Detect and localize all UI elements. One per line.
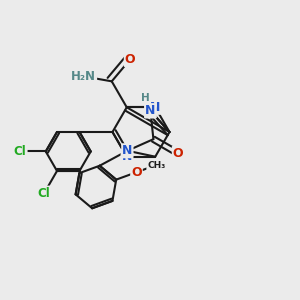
Text: N: N [145, 104, 156, 117]
Text: Cl: Cl [38, 187, 51, 200]
Text: CH₃: CH₃ [147, 160, 165, 169]
Text: O: O [125, 53, 135, 66]
Text: N: N [145, 104, 156, 117]
Text: H: H [141, 94, 149, 103]
Text: H₂N: H₂N [71, 70, 96, 83]
Text: O: O [131, 166, 142, 179]
Text: N: N [150, 101, 160, 114]
Text: N: N [122, 150, 132, 163]
Text: N: N [122, 144, 133, 157]
Text: O: O [173, 147, 183, 160]
Text: Cl: Cl [14, 145, 27, 158]
